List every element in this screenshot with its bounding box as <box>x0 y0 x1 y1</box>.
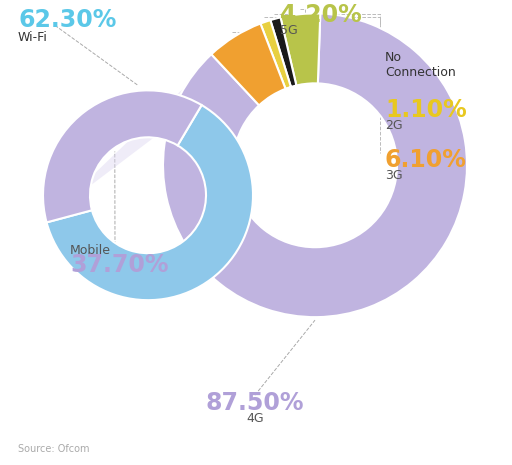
Text: Source: Ofcom: Source: Ofcom <box>18 444 90 454</box>
Wedge shape <box>281 13 321 86</box>
Wedge shape <box>43 90 202 222</box>
Wedge shape <box>270 17 296 87</box>
Text: 5G: 5G <box>280 24 298 37</box>
Wedge shape <box>211 24 286 106</box>
Text: Wi-Fi: Wi-Fi <box>18 31 48 44</box>
Text: 37.70%: 37.70% <box>70 253 168 277</box>
Text: Mobile: Mobile <box>70 244 111 257</box>
Text: 2G: 2G <box>385 119 402 132</box>
Text: 1.10%: 1.10% <box>385 98 467 122</box>
Text: 4G: 4G <box>246 412 264 425</box>
Text: No
Connection: No Connection <box>385 52 456 80</box>
Text: 6.10%: 6.10% <box>385 148 467 173</box>
Text: 87.50%: 87.50% <box>206 391 304 415</box>
Text: 3G: 3G <box>385 169 402 182</box>
Wedge shape <box>163 13 467 317</box>
Wedge shape <box>47 105 253 300</box>
Text: 62.30%: 62.30% <box>18 8 116 33</box>
Wedge shape <box>261 20 291 89</box>
Polygon shape <box>50 53 221 216</box>
Text: 4.20%: 4.20% <box>280 3 362 27</box>
